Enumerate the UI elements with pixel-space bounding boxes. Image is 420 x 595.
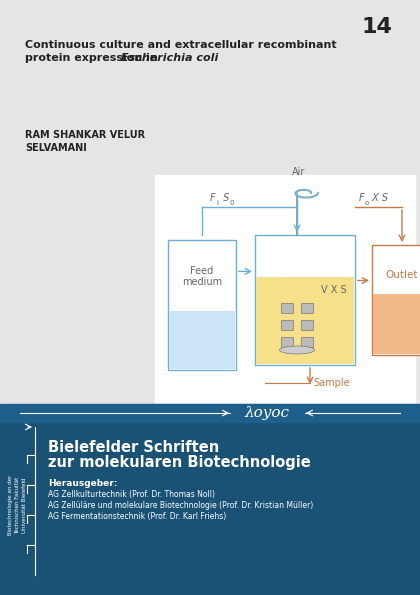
Text: Bielefelder Schriften: Bielefelder Schriften xyxy=(48,440,219,455)
Text: Feed
medium: Feed medium xyxy=(182,265,222,287)
Text: i: i xyxy=(216,200,218,206)
Bar xyxy=(256,277,354,364)
Bar xyxy=(0,0,420,420)
Text: Technischen Fakultät: Technischen Fakultät xyxy=(16,477,21,534)
Text: Herausgeber:: Herausgeber: xyxy=(48,478,117,487)
Bar xyxy=(301,320,313,330)
Text: Biotechnologie an der: Biotechnologie an der xyxy=(8,475,13,535)
Ellipse shape xyxy=(279,346,315,354)
Text: AG Fermentationstechnik (Prof. Dr. Karl Friehs): AG Fermentationstechnik (Prof. Dr. Karl … xyxy=(48,512,226,521)
Text: o: o xyxy=(365,200,369,206)
Text: AG Zellüläre und molekulare Biotechnologie (Prof. Dr. Kristian Müller): AG Zellüläre und molekulare Biotechnolog… xyxy=(48,502,313,511)
Bar xyxy=(281,303,293,313)
Bar xyxy=(155,175,415,402)
Bar xyxy=(255,235,355,365)
Text: Continuous culture and extracellular recombinant: Continuous culture and extracellular rec… xyxy=(25,40,336,50)
Bar xyxy=(168,240,236,370)
Bar xyxy=(301,303,313,313)
Bar xyxy=(169,311,235,369)
Text: X S: X S xyxy=(369,193,388,203)
Text: 14: 14 xyxy=(361,17,392,37)
Text: λoyoc: λoyoc xyxy=(244,406,289,420)
Bar xyxy=(0,404,420,422)
Text: protein expression in: protein expression in xyxy=(25,53,162,63)
Text: S: S xyxy=(220,193,229,203)
Text: RAM SHANKAR VELUR: RAM SHANKAR VELUR xyxy=(25,130,145,140)
Text: SELVAMANI: SELVAMANI xyxy=(25,143,87,153)
Text: V X S: V X S xyxy=(321,285,347,295)
Bar xyxy=(0,420,420,595)
Bar xyxy=(281,320,293,330)
Text: Universität Bielefeld: Universität Bielefeld xyxy=(23,477,27,533)
Bar xyxy=(281,337,293,347)
Text: Outlet: Outlet xyxy=(386,270,418,280)
Text: F: F xyxy=(210,193,215,203)
Bar xyxy=(301,337,313,347)
Text: Escherichia coli: Escherichia coli xyxy=(121,53,218,63)
Text: 0: 0 xyxy=(230,200,234,206)
Text: Air: Air xyxy=(292,167,306,177)
Bar xyxy=(373,293,420,354)
Text: F: F xyxy=(359,193,365,203)
Text: AG Zellkulturtechnik (Prof. Dr. Thomas Noll): AG Zellkulturtechnik (Prof. Dr. Thomas N… xyxy=(48,490,215,499)
Text: Sample: Sample xyxy=(313,378,349,388)
Bar xyxy=(372,245,420,355)
Text: zur molekularen Biotechnologie: zur molekularen Biotechnologie xyxy=(48,456,311,471)
